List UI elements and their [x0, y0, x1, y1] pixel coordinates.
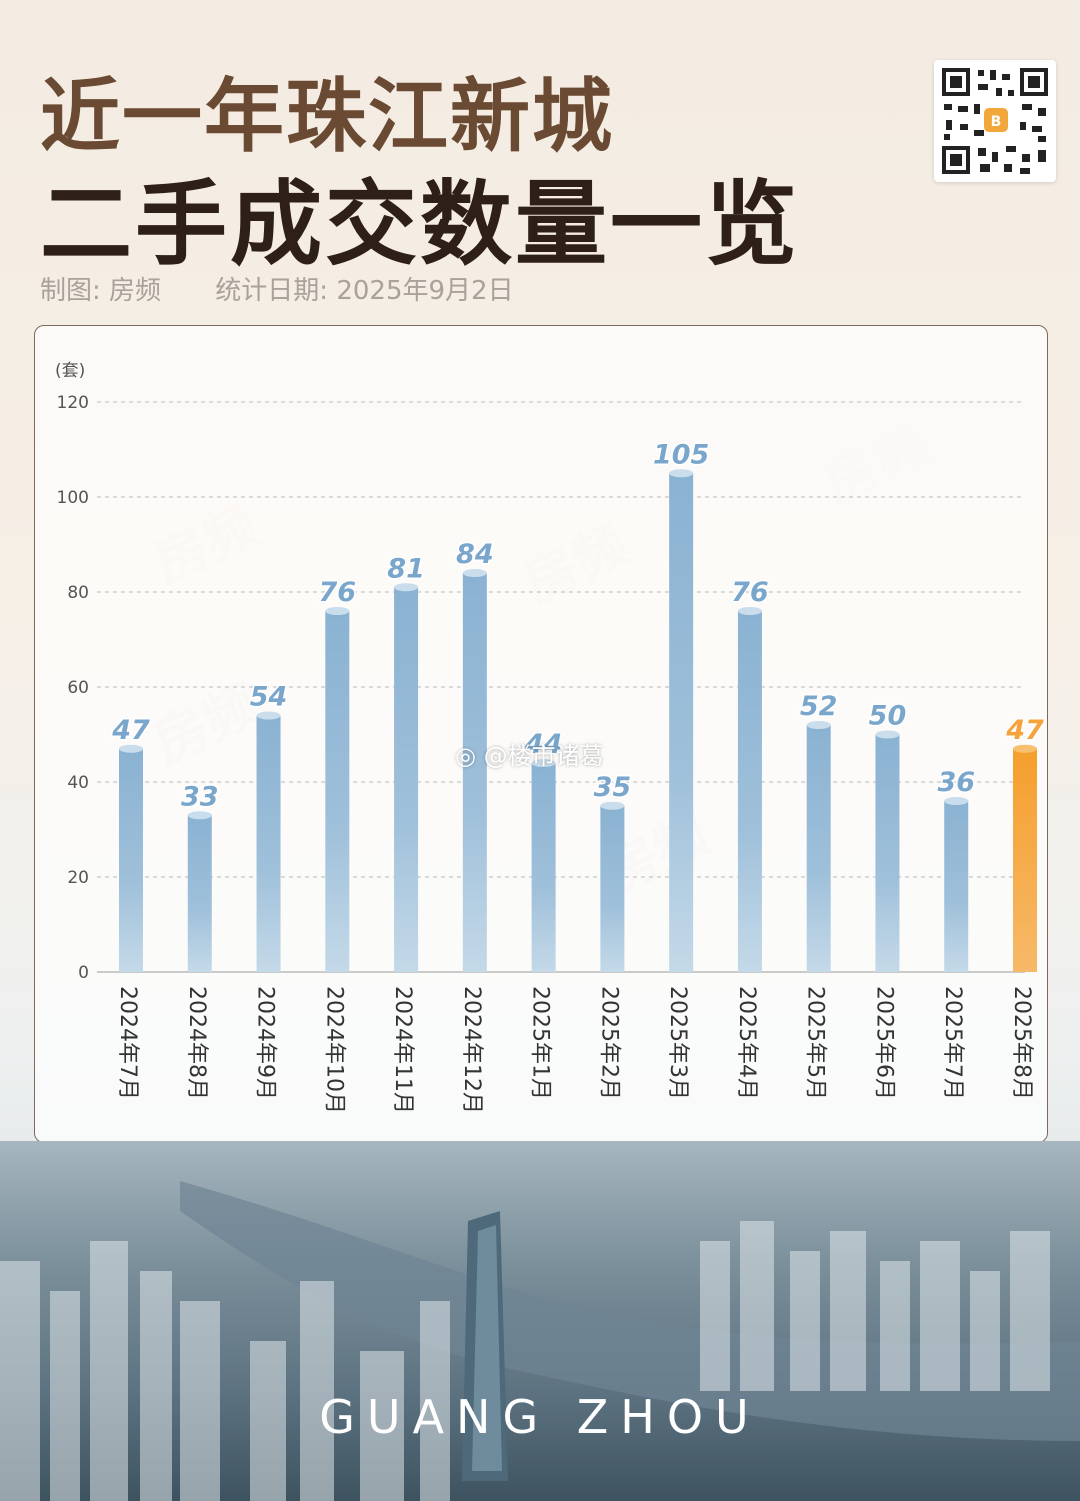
city-skyline-photo [0, 1141, 1080, 1501]
bar-cap [187, 811, 212, 820]
weibo-watermark: ◎ @楼市诸葛 [455, 742, 604, 770]
data-label: 50 [869, 701, 907, 732]
bar [806, 725, 831, 972]
bar-cap [669, 469, 694, 478]
bar [944, 801, 969, 972]
x-tick-label: 2024年7月 [115, 986, 140, 1100]
bar [669, 473, 694, 972]
qr-code: B [934, 60, 1056, 182]
x-tick-label: 2025年4月 [734, 986, 759, 1100]
bar-cap [806, 721, 831, 729]
x-tick-label: 2025年8月 [1009, 986, 1034, 1100]
data-label: 33 [181, 781, 219, 812]
data-label: 35 [594, 772, 632, 803]
x-tick-label: 2025年3月 [665, 986, 690, 1100]
data-label: 84 [456, 539, 494, 570]
svg-text:B: B [991, 114, 1002, 130]
x-tick-label: 2025年7月 [940, 986, 965, 1100]
bar [119, 748, 143, 972]
x-tick-label: 2024年8月 [184, 986, 209, 1100]
bar-cap [394, 583, 419, 592]
bar [737, 611, 762, 972]
data-label: 76 [731, 577, 769, 608]
data-label: 47 [111, 715, 150, 746]
y-tick-label: 100 [57, 488, 89, 508]
bar [531, 763, 556, 972]
data-label: 47 [1005, 715, 1044, 746]
bar-cap [875, 730, 900, 739]
x-tick-label: 2025年1月 [528, 986, 553, 1100]
bar-cap [600, 801, 625, 810]
x-tick-label: 2025年2月 [596, 986, 621, 1100]
y-tick-label: 60 [67, 678, 89, 698]
title-line-2: 二手成交数量一览 [40, 170, 801, 278]
data-label: 76 [319, 577, 357, 608]
bar [1013, 748, 1037, 972]
bar [256, 715, 281, 972]
bar-cap [944, 797, 969, 805]
x-tick-label: 2024年11月 [390, 986, 415, 1114]
x-tick-label: 2024年9月 [253, 986, 278, 1100]
bar [325, 611, 350, 972]
bar-chart: (套) 0 20 40 60 80 100 120 47 2024年7月 33 2024年8月 54 20… [55, 361, 1045, 1114]
chart-card: (套) 0 20 40 60 80 100 120 47 2024年7月 33 2024年8月 54 20… [34, 325, 1048, 1143]
y-tick-label: 0 [78, 963, 89, 983]
title-line-1: 近一年珠江新城 [40, 69, 614, 163]
stat-date-label: 统计日期: 2025年9月2日 [215, 276, 514, 306]
data-label: 44 [524, 729, 563, 760]
bar-cap [325, 607, 350, 615]
maker-label: 制图: 房频 [40, 276, 162, 306]
bar-cap [531, 759, 556, 767]
y-unit-label: (套) [55, 361, 85, 381]
weibo-handle: @楼市诸葛 [483, 742, 604, 770]
data-label: 52 [800, 691, 838, 722]
bar [462, 573, 487, 972]
bar-cap [256, 711, 281, 720]
bar-cap [737, 607, 762, 615]
bar-cap [119, 744, 143, 753]
x-tick-label: 2025年6月 [871, 986, 896, 1100]
data-label: 105 [653, 439, 709, 470]
x-tick-label: 2024年10月 [321, 986, 346, 1114]
y-tick-label: 40 [67, 773, 89, 793]
y-tick-label: 80 [67, 583, 89, 603]
bar [875, 734, 900, 972]
bar-cap [462, 569, 487, 577]
bar [394, 587, 419, 972]
bar-cap [1013, 744, 1037, 753]
bar [187, 815, 212, 972]
x-tick-label: 2025年5月 [803, 986, 828, 1100]
data-label: 54 [250, 682, 288, 713]
meta-line: 制图: 房频 统计日期: 2025年9月2日 [40, 270, 560, 307]
city-label: GUANG ZHOU [319, 1390, 761, 1444]
x-tick-label: 2024年12月 [459, 986, 484, 1114]
data-label: 36 [937, 767, 975, 798]
y-tick-label: 20 [67, 868, 89, 888]
bar [600, 805, 625, 972]
data-label: 81 [387, 553, 425, 584]
y-tick-label: 120 [57, 393, 89, 413]
